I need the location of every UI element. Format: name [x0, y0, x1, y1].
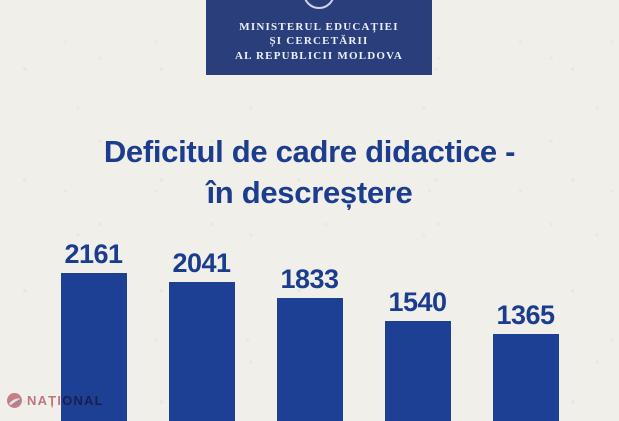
- bar-chart: 2161 2041 1833 1540 1365: [0, 239, 619, 421]
- bar-group: 1540: [384, 287, 451, 421]
- bar-value-label: 1365: [496, 300, 555, 330]
- page-title: Deficitul de cadre didactice - în descre…: [0, 131, 619, 213]
- bar-value-label: 1833: [280, 264, 339, 294]
- bar: [492, 334, 559, 421]
- bar-group: 1833: [276, 264, 343, 421]
- bar: [276, 298, 343, 421]
- page-title-line-1: Deficitul de cadre didactice -: [103, 133, 516, 169]
- bar-group: 2041: [168, 248, 235, 421]
- bar: [60, 273, 127, 421]
- watermark-text: NAȚIONAL: [27, 393, 104, 408]
- bar-group: 1365: [492, 300, 559, 421]
- ministry-name-line-1: MINISTERUL EDUCAȚIEI: [239, 20, 399, 33]
- watermark: NAȚIONAL: [7, 393, 104, 408]
- page-title-line-2: în descreștere: [206, 174, 413, 210]
- ministry-emblem-arc-icon: [303, 0, 335, 9]
- bar: [168, 282, 235, 421]
- bar-group: 2161: [60, 239, 127, 421]
- bar: [384, 321, 451, 421]
- bar-value-label: 2041: [172, 248, 231, 278]
- bar-value-label: 2161: [64, 239, 123, 269]
- ministry-banner: MINISTERUL EDUCAȚIEI ȘI CERCETĂRII AL RE…: [206, 0, 432, 75]
- ministry-name-line-2: ȘI CERCETĂRII: [269, 35, 369, 47]
- national-logo-icon: [7, 393, 22, 408]
- bar-value-label: 1540: [388, 287, 447, 317]
- ministry-name-line-3: AL REPUBLICII MOLDOVA: [234, 49, 404, 62]
